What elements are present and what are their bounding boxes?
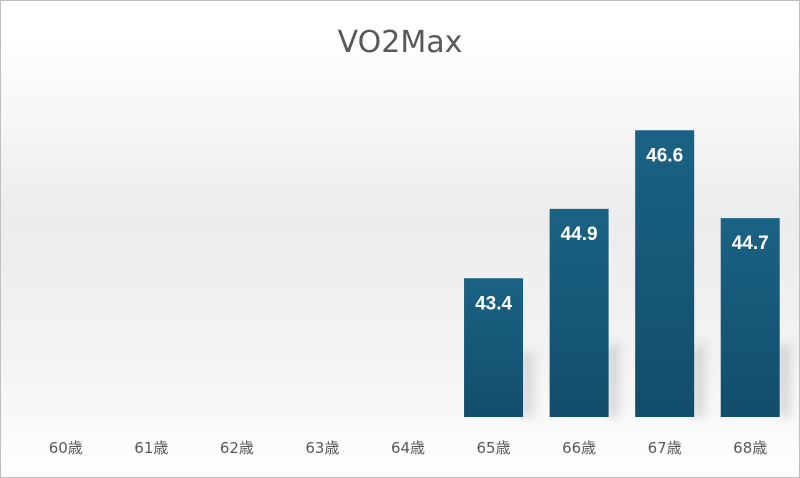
x-tick-label-65: 65歳 bbox=[477, 439, 511, 457]
bar-67 bbox=[635, 130, 695, 417]
bar-66 bbox=[549, 208, 609, 417]
x-tick-label-63: 63歳 bbox=[305, 439, 339, 457]
x-tick-label-66: 66歳 bbox=[562, 439, 596, 457]
data-label-65: 43.4 bbox=[475, 293, 512, 314]
x-tick-label-67: 67歳 bbox=[648, 439, 682, 457]
x-tick-label-62: 62歳 bbox=[220, 439, 254, 457]
bar-65 bbox=[464, 278, 524, 417]
bar-shadow-67 bbox=[694, 339, 709, 417]
data-label-68: 44.7 bbox=[732, 233, 769, 254]
x-tick-labels-group: 60歳 61歳 62歳 63歳 64歳 65歳 66歳 67歳 68歳 bbox=[49, 439, 768, 457]
data-labels-group: 43.4 44.9 46.6 44.7 bbox=[475, 145, 769, 314]
bar-shadows bbox=[523, 339, 794, 417]
data-label-67: 46.6 bbox=[646, 145, 683, 166]
chart-title: VO2Max bbox=[337, 25, 463, 60]
bar-shadow-68 bbox=[779, 339, 794, 417]
x-tick-label-61: 61歳 bbox=[134, 439, 168, 457]
x-tick-label-60: 60歳 bbox=[49, 439, 83, 457]
bar-shadow-66 bbox=[608, 339, 623, 417]
x-tick-label-64: 64歳 bbox=[391, 439, 425, 457]
data-label-66: 44.9 bbox=[561, 224, 598, 245]
bar-68 bbox=[720, 218, 780, 417]
x-tick-label-68: 68歳 bbox=[733, 439, 767, 457]
bar-shadow-65 bbox=[523, 346, 538, 417]
bars-group bbox=[464, 130, 780, 417]
